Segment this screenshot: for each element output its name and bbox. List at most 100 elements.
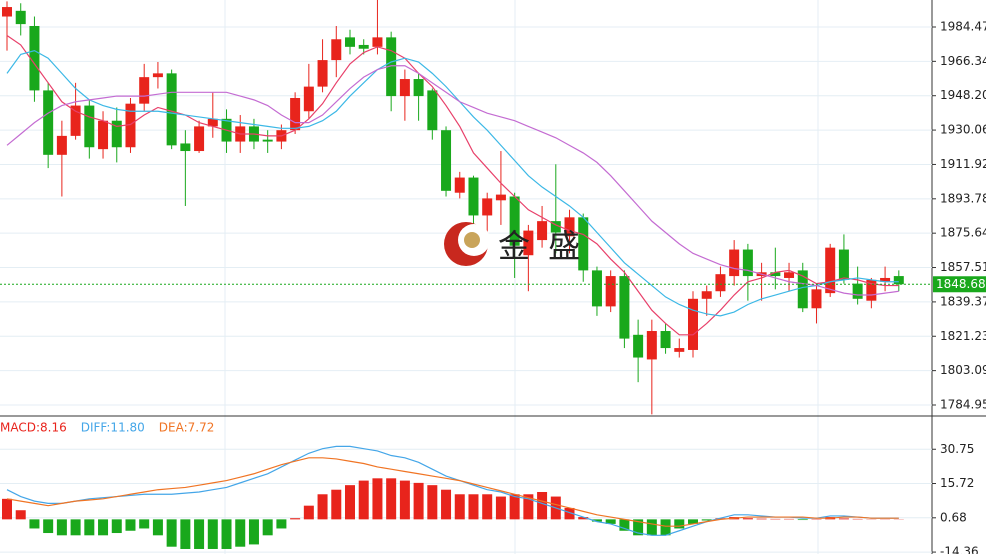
candle-body [838,249,849,280]
ma-line [6,65,899,296]
macd-bar [523,494,534,520]
candle-body [413,79,424,97]
y-tick-label: 1893.78 [940,191,986,205]
candle-body [482,198,493,216]
macd-bar [674,519,685,529]
y-tick-label: 30.75 [940,442,974,456]
candle-body [290,97,301,131]
last-price-label: 1848.68 [936,277,986,291]
candle-body [180,143,191,152]
candle-body [125,103,136,148]
macd-bar [345,485,355,520]
y-tick-label: 1839.37 [940,294,986,308]
candle-body [770,272,781,277]
candle-body [715,274,726,292]
macd-bar [756,518,767,520]
macd-bar [646,519,657,536]
macd-bar [331,489,342,520]
candle-body [98,120,109,150]
macd-bar [180,519,191,549]
candle-body [495,194,506,201]
candle-body [372,37,383,47]
candle-body [537,221,548,241]
legend-entry: DIFF:11.80 [81,421,145,435]
candle-body [825,247,836,294]
candle-body [2,7,12,17]
macd-bar [152,519,163,536]
macd-bar [139,519,150,529]
candle-body [303,86,314,112]
y-tick-label: 1911.92 [940,157,986,171]
macd-bar [56,519,67,536]
legend-entry: DEA:7.72 [159,421,215,435]
candle-body [742,249,753,277]
candle-body [358,44,369,49]
candle-body [70,105,81,136]
macd-bar [166,519,177,547]
logo [464,232,480,248]
candle-body [578,217,589,271]
candle-body [84,105,95,148]
candle-body [345,37,355,47]
candle-body [564,217,575,237]
y-tick-label: 1803.09 [940,363,986,377]
candle-body [509,196,520,246]
y-tick-label: 15.72 [940,476,974,490]
macd-bar [290,518,301,520]
candle-body [550,221,561,233]
macd-bar [98,519,109,536]
candle-body [866,279,877,301]
candle-body [523,230,534,256]
macd-bar [2,498,12,520]
macd-bar [317,494,328,520]
candle-body [15,10,26,25]
macd-bar [468,494,479,520]
y-tick-label: 1857.51 [940,260,986,274]
candle-body [880,277,891,282]
candle-body [43,90,54,155]
macd-bar [605,519,616,524]
y-tick-label: 1984.47 [940,19,986,33]
last-price-box [933,276,986,293]
macd-bar [578,517,589,520]
candle-body [660,331,671,349]
candle-body [399,79,410,97]
macd-bar [70,519,81,536]
candle-body [811,289,822,309]
macd-bar [372,478,383,520]
macd-bar [84,519,95,536]
macd-bar [399,480,410,520]
macd-bar [248,519,259,545]
candle-body [633,334,644,358]
candle-body [784,272,795,278]
candle-body [454,177,465,193]
macd-bar [427,485,438,520]
macd-bar [564,507,575,520]
y-tick-label: 1875.64 [940,226,986,240]
macd-bar [125,519,136,531]
y-tick-label: 1930.06 [940,123,986,137]
macd-bar [591,519,602,522]
candle-body [893,276,904,285]
macd-bar [207,519,218,549]
macd-bar [838,518,849,520]
candle-body [674,348,685,352]
candle-body [29,25,40,91]
y-tick-label: 1966.34 [940,54,986,68]
y-tick-label: 1948.20 [940,88,986,102]
macd-bar [688,519,698,524]
macd-bar [194,519,205,549]
macd-bar [15,510,26,520]
macd-bar [43,519,54,534]
macd-bar [660,519,671,536]
candle-body [152,73,163,78]
macd-bar [111,519,122,534]
candle-body [56,135,67,155]
candle-body [701,291,712,299]
candle-body [441,130,452,191]
macd-bar [276,519,287,529]
ma-line [6,49,899,317]
macd-bar [482,494,493,520]
legend-entry: MACD:8.16 [0,421,67,435]
